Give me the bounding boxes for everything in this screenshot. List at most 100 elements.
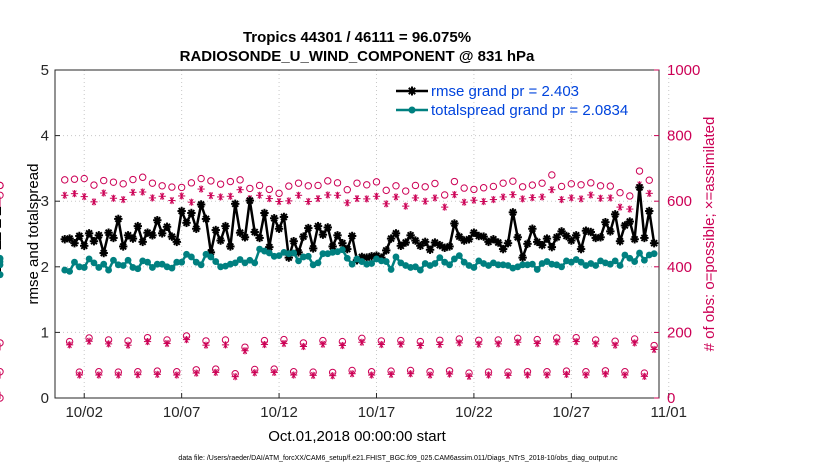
obs-assimilated-point: [431, 194, 439, 202]
y-left-tick-label: 3: [41, 193, 49, 210]
obs-assimilated-point: [251, 369, 259, 377]
totalspread-point: [528, 260, 536, 268]
rmse-point: [70, 238, 79, 248]
obs-assimilated-point: [436, 340, 444, 349]
obs-assimilated-point: [587, 191, 595, 199]
totalspread-point: [110, 256, 117, 264]
obs-possible-point: [61, 176, 69, 184]
legend-rmse-marker: [407, 86, 417, 96]
obs-possible-point: [207, 177, 215, 185]
totalspread-point: [392, 253, 400, 261]
totalspread-point: [451, 255, 458, 263]
obs-possible-point: [518, 183, 527, 191]
chart-title-line2: RADIOSONDE_U_WIND_COMPONENT @ 831 hPa: [180, 48, 535, 65]
totalspread-point: [119, 262, 127, 269]
rmse-point: [406, 231, 415, 240]
totalspread-point: [153, 260, 161, 268]
obs-possible-point: [0, 394, 4, 402]
rmse-point: [547, 242, 557, 252]
obs-possible-point: [100, 176, 108, 185]
rmse-point: [571, 231, 581, 240]
totalspread-point: [144, 258, 151, 266]
obs-assimilated-point: [119, 195, 127, 204]
obs-assimilated-point: [460, 198, 468, 206]
obs-assimilated-point: [114, 371, 122, 379]
obs-possible-point: [470, 185, 478, 194]
totalspread-point: [197, 261, 205, 269]
totalspread-point: [348, 260, 356, 268]
rmse-point: [89, 237, 99, 246]
rmse-point: [533, 237, 542, 247]
rmse-point: [182, 218, 191, 228]
obs-possible-point: [226, 177, 235, 186]
totalspread-point: [80, 264, 88, 271]
rmse-point: [323, 223, 332, 232]
obs-assimilated-point: [314, 194, 322, 203]
line-series: [0, 183, 659, 279]
obs-assimilated-point: [100, 189, 108, 197]
rmse-point: [216, 236, 225, 245]
totalspread-point: [187, 253, 195, 261]
rmse-point: [479, 232, 488, 241]
obs-possible-point: [577, 181, 585, 189]
obs-assimilated-point: [543, 371, 551, 379]
obs-assimilated-point: [168, 196, 176, 205]
totalspread-point: [431, 260, 439, 267]
totalspread-point: [558, 263, 565, 271]
rmse-point: [494, 238, 503, 247]
x-tick-label: 11/01: [651, 404, 687, 421]
axis-ticks: 10/02 10/07 10/12 10/17 10/22 10/27 11/0101234…: [41, 62, 701, 421]
obs-possible-point: [177, 183, 186, 192]
rmse-point: [586, 227, 596, 237]
totalspread-point: [592, 262, 600, 269]
obs-assimilated-point: [217, 193, 225, 201]
rmse-point: [299, 232, 308, 241]
obs-assimilated-point: [139, 188, 147, 196]
totalspread-point: [265, 249, 273, 257]
obs-assimilated-point: [465, 372, 473, 380]
rmse-point: [645, 206, 654, 216]
obs-assimilated-point: [85, 337, 93, 345]
rmse-point: [274, 224, 284, 233]
totalspread-point: [368, 260, 376, 267]
totalspread-point: [387, 266, 395, 273]
rmse-point: [518, 253, 527, 262]
totalspread-point: [124, 256, 132, 264]
obs-assimilated-point: [236, 186, 244, 194]
totalspread-point: [494, 261, 502, 269]
x-tick-label: 10/12: [260, 404, 298, 421]
obs-assimilated-point: [640, 372, 648, 380]
rmse-point: [255, 233, 264, 243]
rmse-point: [333, 231, 342, 240]
obs-possible-point: [216, 180, 225, 188]
x-tick-label: 10/07: [163, 404, 201, 421]
obs-assimilated-point: [143, 337, 152, 346]
legend-spread-label: totalspread grand pr = 2.0834: [431, 102, 628, 119]
rmse-point: [528, 224, 537, 233]
obs-possible-point: [197, 174, 205, 183]
rmse-point: [445, 242, 454, 251]
obs-assimilated-point: [226, 192, 234, 200]
rmse-point: [177, 206, 186, 216]
totalspread-point: [343, 254, 351, 262]
obs-assimilated-point: [290, 371, 298, 379]
obs-assimilated-point: [392, 193, 400, 201]
totalspread-point: [621, 251, 629, 259]
obs-assimilated-point: [304, 197, 312, 206]
obs-possible-point: [557, 182, 566, 191]
rmse-point: [201, 214, 211, 224]
legend-rmse-star: [407, 86, 417, 96]
totalspread-point: [611, 257, 619, 265]
rmse-point: [610, 210, 620, 219]
rmse-point: [450, 219, 459, 228]
obs-assimilated-point: [324, 191, 332, 199]
obs-possible-point: [645, 176, 653, 184]
obs-assimilated-point: [70, 190, 79, 198]
obs-assimilated-point: [285, 197, 293, 205]
obs-assimilated-point: [650, 345, 658, 354]
obs-assimilated-point: [294, 191, 303, 199]
obs-assimilated-point: [533, 339, 541, 348]
obs-possible-point: [635, 167, 644, 175]
rmse-point: [498, 244, 508, 254]
obs-assimilated-point: [309, 371, 317, 379]
